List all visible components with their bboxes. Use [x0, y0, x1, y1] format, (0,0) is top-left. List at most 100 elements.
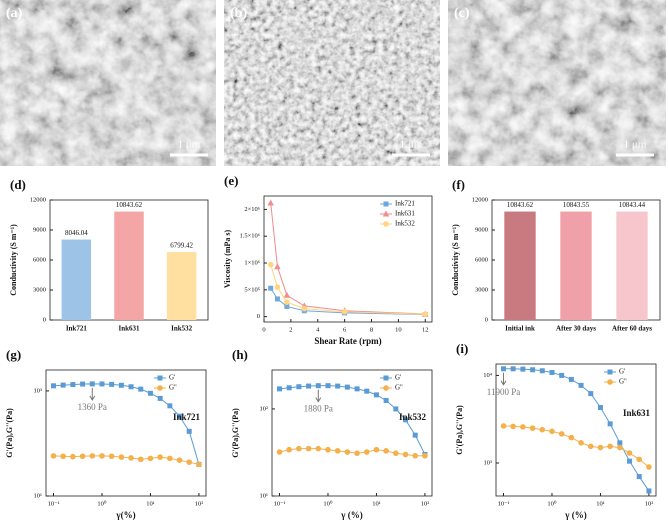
- marker: [283, 291, 291, 298]
- marker: [268, 285, 274, 291]
- marker: [157, 454, 163, 460]
- sem-image: (c) 1 μm: [448, 0, 666, 166]
- y-axis-label: G'(Pa),G''(Pa): [231, 408, 240, 458]
- bar: [560, 211, 592, 320]
- legend-label: G'': [395, 384, 403, 392]
- value-label: 10843.62: [116, 201, 143, 209]
- marker: [286, 446, 292, 453]
- x-axis-label: γ(%): [115, 510, 135, 520]
- marker: [108, 453, 115, 460]
- x-axis-label: Shear Rate (rpm): [314, 336, 381, 346]
- marker: [510, 423, 516, 430]
- marker: [607, 379, 613, 385]
- marker: [607, 421, 613, 427]
- chart: (g) G'(Pa),G''(Pa) γ(%) 10¹ 10³ 10⁻¹ 10⁰ 10¹ 10²…: [5, 347, 207, 520]
- marker: [530, 367, 536, 373]
- x-tick-label: Ink631: [118, 325, 140, 333]
- marker: [51, 383, 57, 389]
- marker: [383, 201, 389, 207]
- marker: [50, 453, 57, 459]
- x-tick-label: 4: [316, 326, 320, 333]
- x-tick-label: 10⁰: [97, 499, 107, 507]
- marker: [383, 221, 389, 227]
- y-tick-label: 3000: [33, 286, 46, 293]
- y-tick-label: 10⁴: [483, 372, 493, 379]
- x-axis-label: γ (%): [340, 510, 362, 520]
- x-tick-label: 12: [422, 326, 429, 333]
- axes-frame: [495, 363, 657, 497]
- x-tick-label: 10²: [195, 500, 204, 507]
- marker: [109, 381, 115, 387]
- marker: [412, 452, 419, 459]
- marker: [354, 386, 360, 392]
- marker: [60, 453, 66, 460]
- marker: [157, 385, 163, 391]
- y-tick-label: 12000: [472, 196, 488, 203]
- annotation-arrow: [315, 389, 322, 403]
- y-tick-label: 9000: [475, 226, 488, 233]
- marker: [520, 424, 526, 430]
- marker: [274, 296, 280, 302]
- chart: (e) Viscosity (mPa s) Shear Rate (rpm) 0 5×1…: [223, 173, 433, 346]
- bar: [616, 211, 648, 320]
- marker: [383, 375, 389, 381]
- marker: [578, 440, 584, 446]
- series-line: [270, 202, 426, 315]
- y-tick-label: 10³: [484, 459, 493, 466]
- sample-label: Ink532: [399, 412, 427, 422]
- marker: [578, 382, 584, 388]
- marker: [176, 457, 183, 464]
- value-label: 8046.04: [65, 229, 88, 237]
- marker: [128, 455, 134, 461]
- x-tick-label: 10¹: [146, 500, 155, 507]
- value-label: 10843.62: [507, 201, 534, 209]
- marker: [587, 443, 594, 450]
- marker: [382, 210, 390, 217]
- sem-image: (a) 1 μm: [0, 0, 216, 166]
- marker: [60, 382, 66, 388]
- marker: [607, 369, 613, 375]
- y-tick-label: 0: [43, 316, 46, 323]
- marker: [597, 444, 604, 451]
- axes-frame: [271, 369, 433, 497]
- x-tick-label: 0: [262, 326, 265, 333]
- marker: [422, 452, 428, 459]
- value-label: 6799.42: [170, 242, 193, 250]
- y-tick-label: 3000: [475, 286, 488, 293]
- legend-label: G': [619, 368, 625, 376]
- panel-label: (b): [230, 6, 247, 21]
- marker: [274, 263, 281, 270]
- marker: [383, 385, 389, 391]
- marker: [315, 445, 322, 452]
- marker: [118, 454, 125, 460]
- marker: [539, 426, 546, 433]
- axes-frame: [263, 195, 433, 323]
- y-axis-label: G'(Pa),G''(Pa): [455, 405, 464, 455]
- x-axis-label: γ (%): [564, 510, 586, 520]
- legend-label: G': [169, 374, 175, 382]
- y-tick-label: 6000: [33, 256, 46, 263]
- marker: [306, 383, 312, 389]
- marker: [128, 384, 134, 390]
- marker: [568, 376, 574, 382]
- marker: [267, 261, 274, 268]
- sample-label: Ink721: [173, 412, 201, 422]
- marker: [325, 446, 331, 453]
- panel-label: (a): [6, 6, 23, 21]
- marker: [412, 432, 418, 438]
- marker: [186, 428, 192, 434]
- marker: [177, 413, 183, 419]
- series-line: [270, 264, 426, 315]
- sample-label: Ink631: [623, 408, 651, 418]
- marker: [568, 434, 575, 441]
- marker: [500, 423, 507, 429]
- x-tick-label: 10⁰: [547, 499, 557, 507]
- chart: (d) Conductivity (S m⁻¹) 0 3000 6000 9000 1200…: [9, 177, 209, 333]
- marker: [510, 366, 516, 372]
- y-tick-label: 10¹: [260, 492, 269, 499]
- bar: [61, 239, 92, 320]
- marker: [89, 381, 95, 387]
- marker: [383, 397, 389, 403]
- marker: [520, 366, 526, 372]
- sem-image: (b) 1 μm: [224, 0, 440, 166]
